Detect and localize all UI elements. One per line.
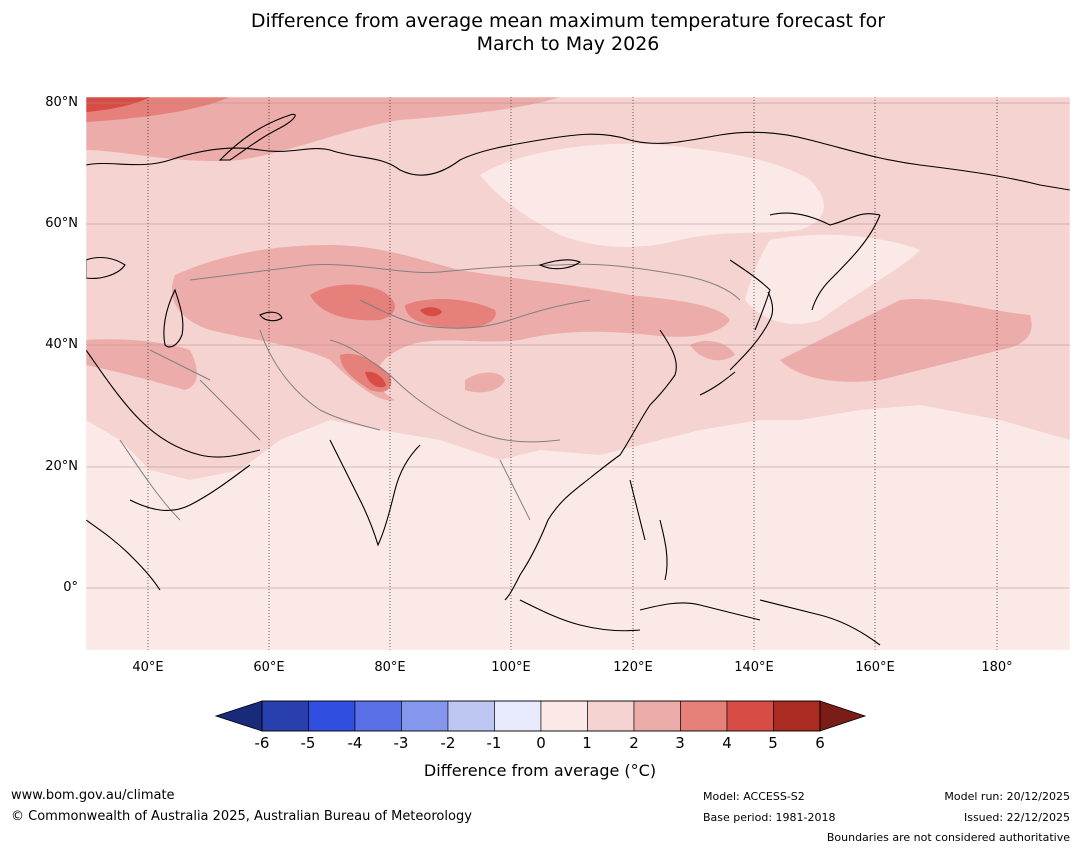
colorbar-bin: [633, 700, 681, 732]
colorbar-bins: [261, 700, 821, 732]
anomaly-low-patch-siberia: [480, 143, 824, 247]
anomaly-3-4-kazakhstan: [310, 284, 395, 321]
title-line-1: Difference from average mean maximum tem…: [250, 10, 886, 32]
colorbar-tick: 3: [675, 734, 685, 752]
colorbar-tick: 6: [815, 734, 825, 752]
colorbar-bin: [447, 700, 495, 732]
lon-label-100e: 100°E: [491, 660, 531, 675]
anomaly-4-5-core-b: [365, 371, 386, 388]
issued-text: Issued: 22/12/2025: [963, 811, 1070, 824]
colorbar-frame: [261, 700, 821, 732]
lat-label-0: 0°: [63, 580, 78, 595]
colorbar-tick: 5: [768, 734, 778, 752]
colorbar-tick: -2: [440, 734, 456, 752]
lat-label-80n: 80°N: [45, 95, 78, 110]
anomaly-4-5-core-a: [420, 307, 442, 317]
coastlines: [86, 113, 1070, 646]
anomaly-2-3-japan-sea: [690, 340, 735, 361]
colorbar: [214, 700, 867, 732]
anomaly-2-3-pacific: [780, 298, 1032, 382]
anomaly-4-5-core-arctic: [86, 97, 150, 112]
colorbar-high-extend: [819, 700, 867, 732]
lon-label-160e: 160°E: [855, 660, 895, 675]
website-link[interactable]: www.bom.gov.au/climate: [11, 788, 175, 803]
title-line-2: March to May 2026: [476, 33, 660, 55]
colorbar-bin: [354, 700, 402, 732]
colorbar-tick: -1: [486, 734, 502, 752]
lat-label-20n: 20°N: [45, 459, 78, 474]
colorbar-tick: 2: [629, 734, 639, 752]
lon-label-140e: 140°E: [734, 660, 774, 675]
colorbar-label: Difference from average (°C): [423, 761, 657, 780]
colorbar-tick: -5: [300, 734, 316, 752]
colorbar-tick: -4: [347, 734, 363, 752]
country-boundaries: [119, 263, 741, 521]
anomaly-2-3-middle-east: [86, 339, 197, 390]
colorbar-bin: [587, 700, 635, 732]
colorbar-bin: [494, 700, 542, 732]
colorbar-tick: 4: [722, 734, 732, 752]
anomaly-3-4-mongolia: [405, 298, 496, 329]
colorbar-bin: [540, 700, 588, 732]
lon-label-40e: 40°E: [132, 660, 164, 675]
base-period-text: Base period: 1981-2018: [703, 811, 836, 824]
anomaly-low-patch-pacific: [745, 234, 920, 324]
colorbar-tick: 1: [582, 734, 592, 752]
parallel-gridlines: [86, 102, 1070, 589]
lon-label-180: 180°: [981, 660, 1013, 675]
colorbar-bin: [401, 700, 449, 732]
colorbar-bin: [261, 700, 309, 732]
lon-label-120e: 120°E: [613, 660, 653, 675]
colorbar-bin: [773, 700, 821, 732]
colorbar-bin: [726, 700, 774, 732]
colorbar-tick: -3: [393, 734, 409, 752]
colorbar-bin: [308, 700, 356, 732]
anomaly-2-3-tibet: [465, 372, 505, 393]
map-frame: [85, 96, 1071, 651]
lat-label-40n: 40°N: [45, 337, 78, 352]
model-run-text: Model run: 20/12/2025: [944, 790, 1070, 803]
copyright-text: © Commonwealth of Australia 2025, Austra…: [11, 809, 472, 824]
disclaimer-text: Boundaries are not considered authoritat…: [826, 831, 1070, 844]
colorbar-low-extend: [214, 700, 263, 732]
colorbar-tick: 0: [536, 734, 546, 752]
lon-label-60e: 60°E: [253, 660, 285, 675]
model-text: Model: ACCESS-S2: [703, 790, 805, 803]
lon-label-80e: 80°E: [374, 660, 406, 675]
anomaly-field: [86, 97, 1070, 650]
map-title: Difference from average mean maximum tem…: [0, 10, 1081, 56]
anomaly-2-3-arctic: [86, 97, 560, 162]
lat-label-60n: 60°N: [45, 216, 78, 231]
colorbar-bin: [680, 700, 728, 732]
colorbar-tick: -6: [254, 734, 270, 752]
meridian-gridlines: [147, 97, 998, 650]
